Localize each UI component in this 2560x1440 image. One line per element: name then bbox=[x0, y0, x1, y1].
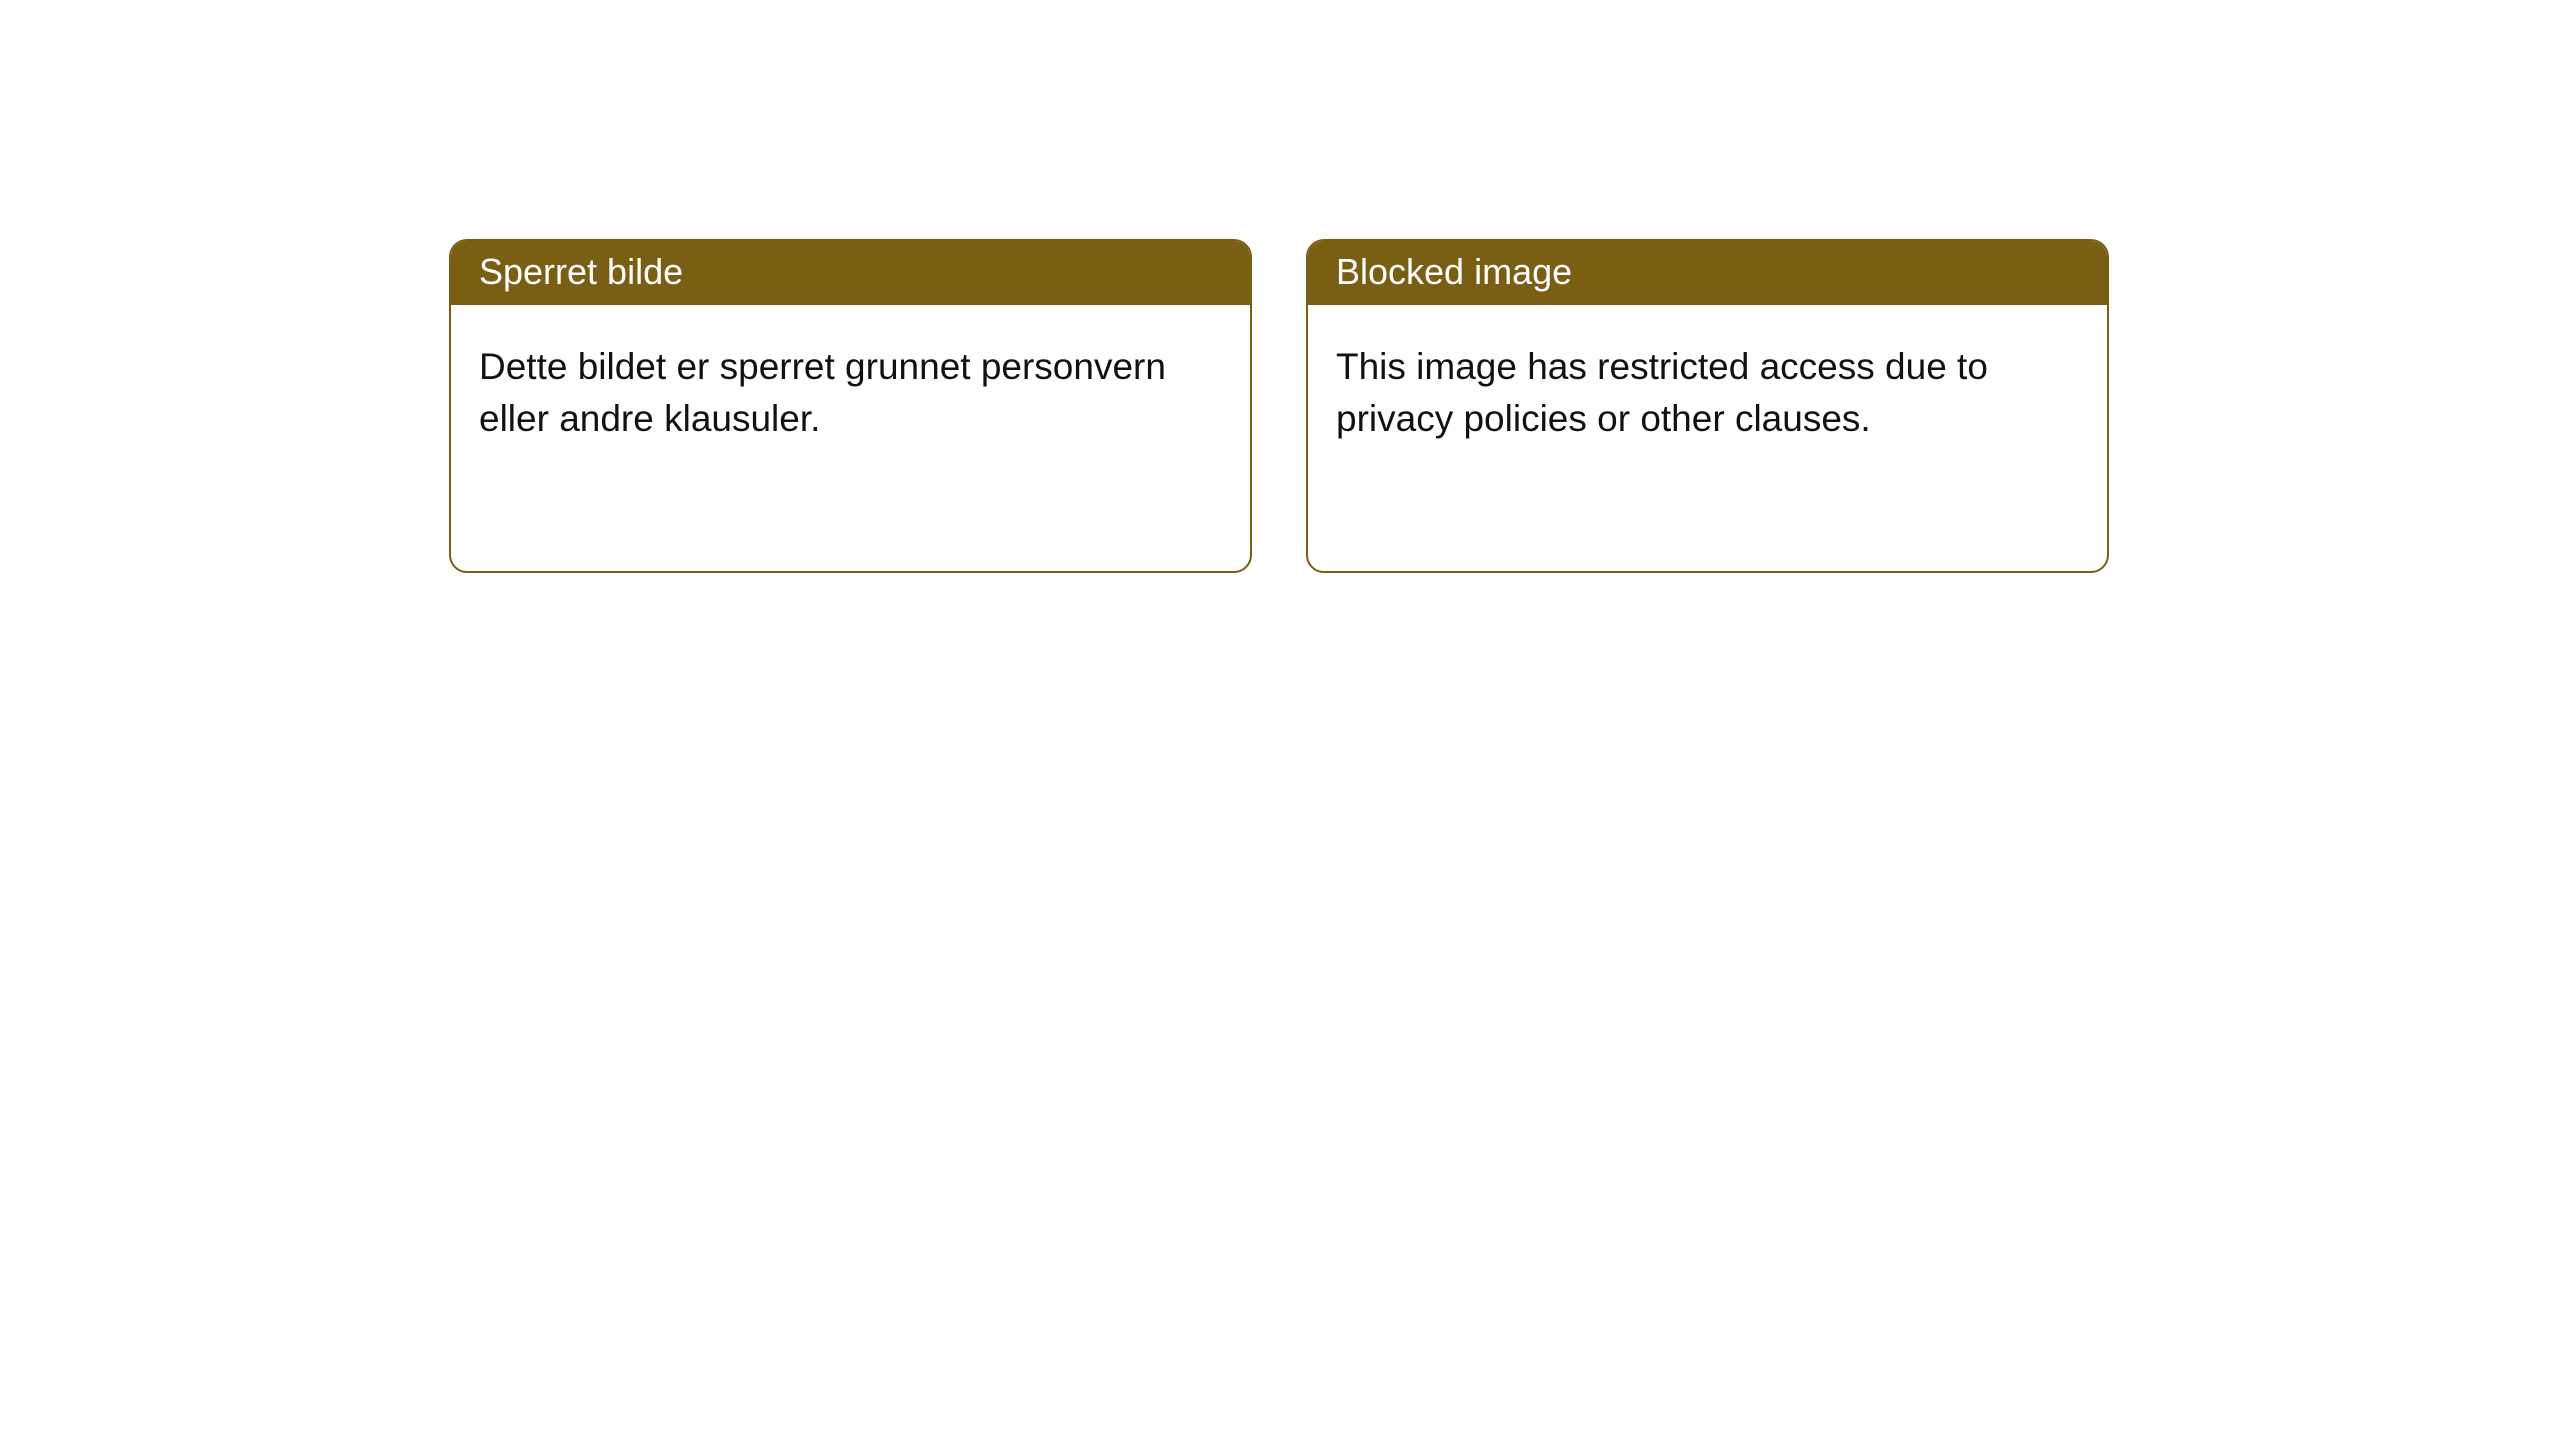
card-title: Sperret bilde bbox=[479, 251, 683, 292]
notice-card-english: Blocked image This image has restricted … bbox=[1306, 239, 2109, 573]
card-body: Dette bildet er sperret grunnet personve… bbox=[451, 305, 1250, 465]
card-body-text: Dette bildet er sperret grunnet personve… bbox=[479, 346, 1166, 439]
notice-container: Sperret bilde Dette bildet er sperret gr… bbox=[0, 0, 2560, 573]
card-header: Blocked image bbox=[1308, 241, 2107, 305]
card-body: This image has restricted access due to … bbox=[1308, 305, 2107, 465]
notice-card-norwegian: Sperret bilde Dette bildet er sperret gr… bbox=[449, 239, 1252, 573]
card-title: Blocked image bbox=[1336, 251, 1572, 292]
card-header: Sperret bilde bbox=[451, 241, 1250, 305]
card-body-text: This image has restricted access due to … bbox=[1336, 346, 1988, 439]
